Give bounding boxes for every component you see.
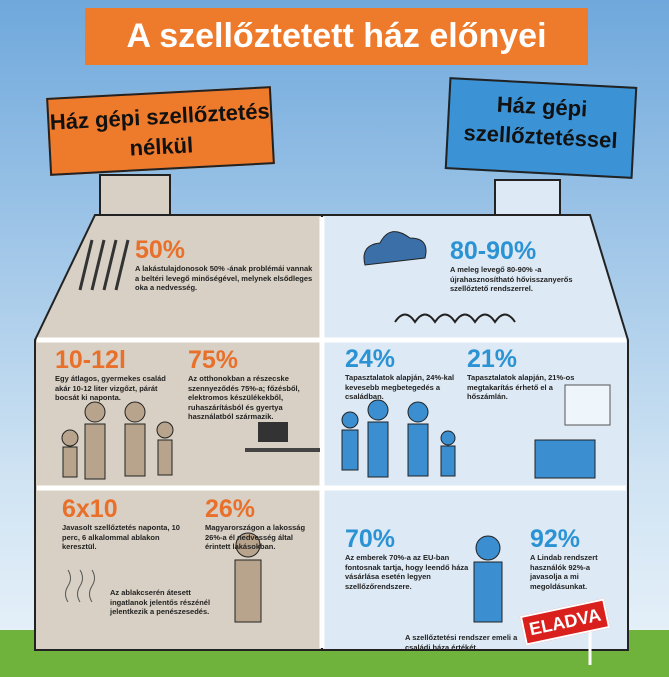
panel: 26% Magyarországon a lakosság 26%-a él ne…	[205, 495, 317, 552]
panel-text: Egy átlagos, gyermekes család akár 10-12…	[55, 374, 166, 402]
panel-text: A Lindab rendszert használók 92%-a javas…	[530, 553, 598, 591]
coil	[394, 313, 516, 324]
vent-slats	[78, 239, 130, 291]
panel-text: A lakástulajdonosok 50% -ának problémái …	[135, 264, 313, 292]
panel-text: A meleg levegő 80-90% -a újrahasznosítha…	[450, 265, 573, 293]
footer-note: A szellőztetési rendszer emeli a családi…	[405, 633, 518, 652]
family-right	[341, 399, 503, 623]
stat: 26%	[205, 495, 256, 523]
panel-text: Magyarországon a lakosság 26%-a él nedve…	[205, 523, 306, 551]
window	[564, 384, 611, 426]
stat: 21%	[467, 345, 518, 373]
stat: 80-90%	[450, 237, 537, 265]
title: A szellőztetett ház előnyei	[85, 8, 588, 65]
panel: 75% Az otthonokban a részecske szennyeződ…	[188, 346, 318, 422]
panel: 24% Tapasztalatok alapján, 24%-kal kevese…	[345, 345, 460, 402]
stat: 92%	[530, 525, 581, 553]
table	[245, 448, 320, 452]
laptop	[258, 422, 288, 442]
steam	[65, 569, 95, 603]
stat: 70%	[345, 525, 396, 553]
panel-text: Az otthonokban a részecske szennyeződés …	[188, 374, 300, 421]
right-banner: Ház gépi szellőztetéssel	[444, 77, 638, 179]
panel: 10-12l Egy átlagos, gyermekes család akár…	[55, 346, 180, 403]
left-banner: Ház gépi szellőztetés nélkül	[46, 86, 275, 176]
floor-lines	[37, 337, 626, 491]
panel: 80-90% A meleg levegő 80-90% -a újrahaszn…	[450, 237, 605, 294]
stat: 50%	[135, 236, 186, 264]
panel: 50% A lakástulajdonosok 50% -ának problém…	[135, 236, 315, 293]
cloud	[363, 231, 427, 266]
panel-text: Az emberek 70%-a az EU-ban fontosnak tar…	[345, 553, 469, 591]
panel: 21% Tapasztalatok alapján, 21%-os megtaka…	[467, 345, 582, 402]
stat: 6x10	[62, 495, 118, 523]
stat: 75%	[188, 346, 239, 374]
panel: 70% Az emberek 70%-a az EU-ban fontosnak …	[345, 525, 470, 591]
stat: 24%	[345, 345, 396, 373]
panel: 92% A Lindab rendszert használók 92%-a ja…	[530, 525, 615, 591]
radiator	[534, 439, 596, 479]
stat: 10-12l	[55, 346, 126, 374]
panel-text: Javasolt szellőztetés naponta, 10 perc, …	[62, 523, 180, 551]
panel-text: Tapasztalatok alapján, 24%-kal kevesebb …	[345, 373, 455, 401]
family-left	[61, 401, 262, 623]
panel-text: Tapasztalatok alapján, 21%-os megtakarít…	[467, 373, 575, 401]
panel: 6x10 Javasolt szellőztetés naponta, 10 pe…	[62, 495, 182, 552]
mold-note: Az ablakcserén átesett ingatlanok jelent…	[110, 588, 211, 616]
